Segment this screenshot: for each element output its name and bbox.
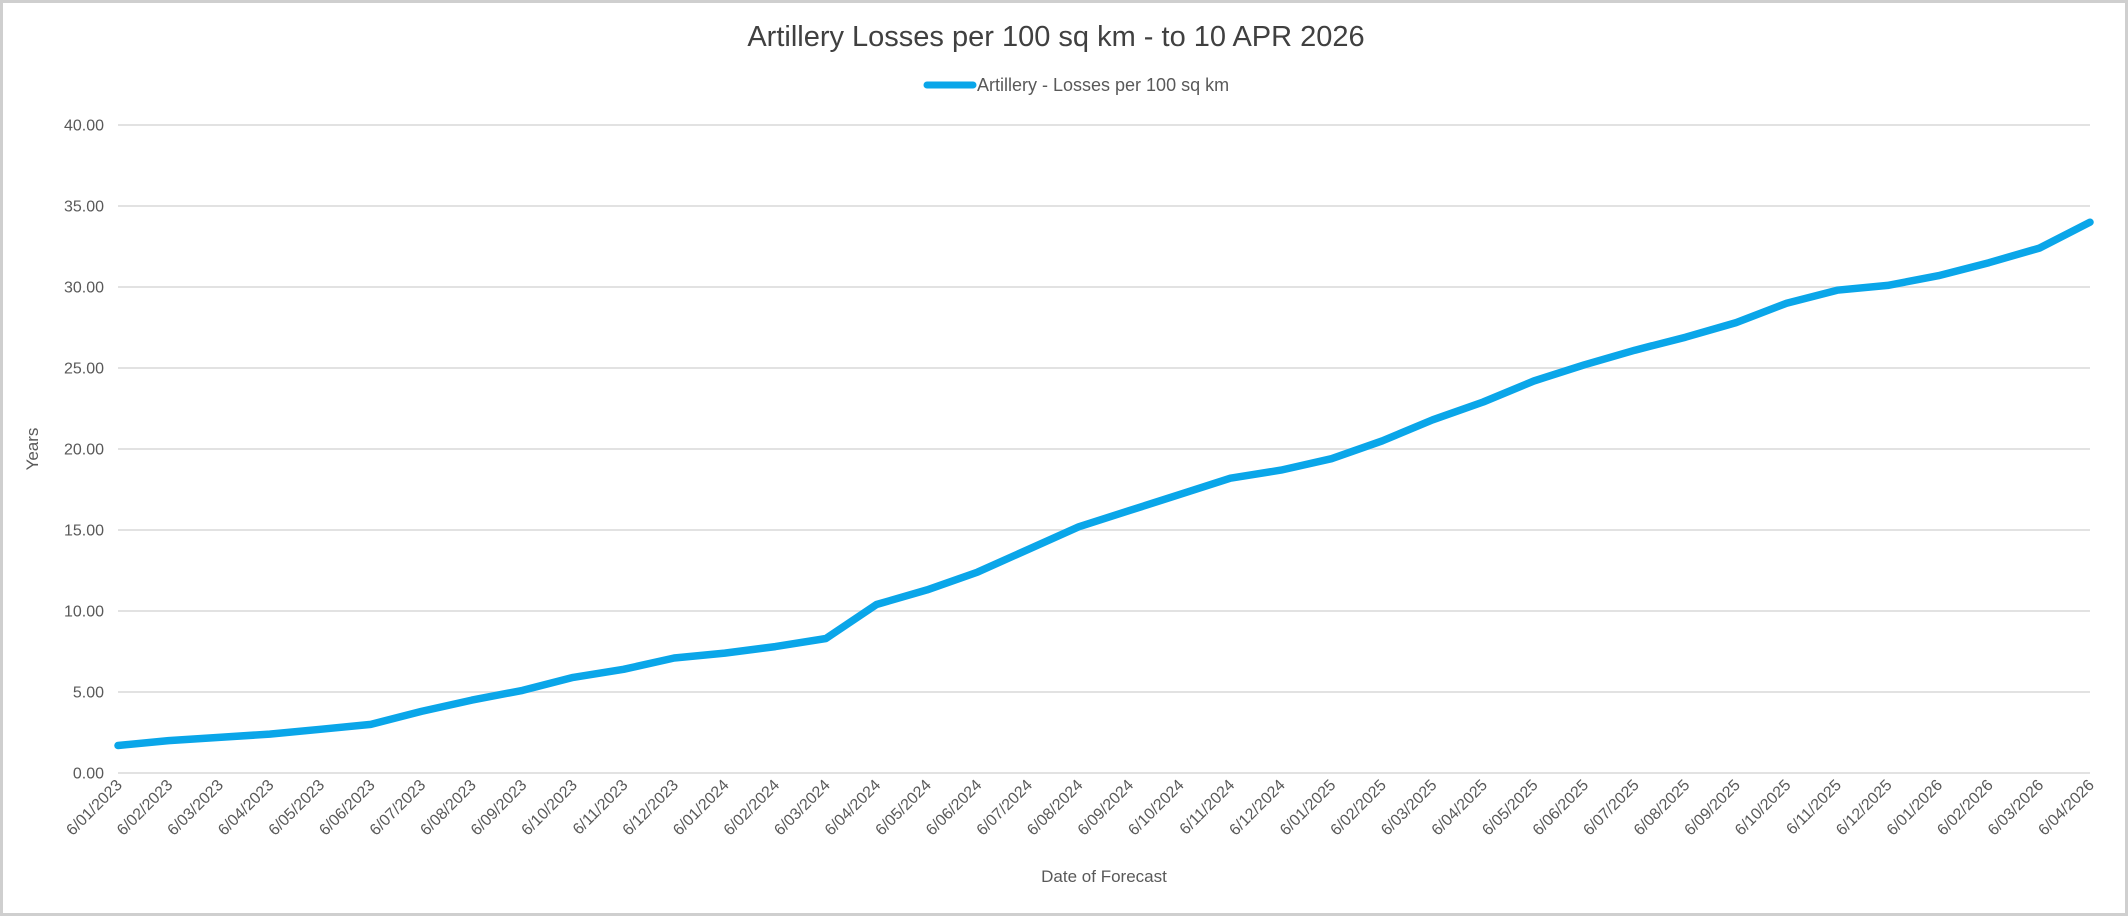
- legend: Artillery - Losses per 100 sq km: [923, 75, 1229, 95]
- y-tick-label: 35.00: [64, 199, 104, 216]
- y-tick-label: 20.00: [64, 442, 104, 459]
- y-tick-label: 5.00: [73, 685, 104, 702]
- x-axis-title: Date of Forecast: [1041, 867, 1167, 886]
- series-line-artillery-losses-per-100-sq-km: [114, 218, 2094, 750]
- y-tick-label: 15.00: [64, 523, 104, 540]
- legend-label: Artillery - Losses per 100 sq km: [977, 75, 1229, 95]
- y-tick-label: 10.00: [64, 604, 104, 621]
- y-tick-label: 30.00: [64, 280, 104, 297]
- y-tick-label: 40.00: [64, 118, 104, 135]
- y-axis-tick-labels: 0.00 5.00 10.00 15.00 20.00 25.00 30.00 35.00 40…: [64, 118, 104, 783]
- y-tick-label: 25.00: [64, 361, 104, 378]
- gridlines: [118, 124, 2090, 774]
- series-group: [114, 218, 2094, 750]
- y-axis-title: Years: [23, 428, 42, 471]
- y-tick-label: 0.00: [73, 766, 104, 783]
- chart-title: Artillery Losses per 100 sq km - to 10 A…: [747, 21, 1364, 53]
